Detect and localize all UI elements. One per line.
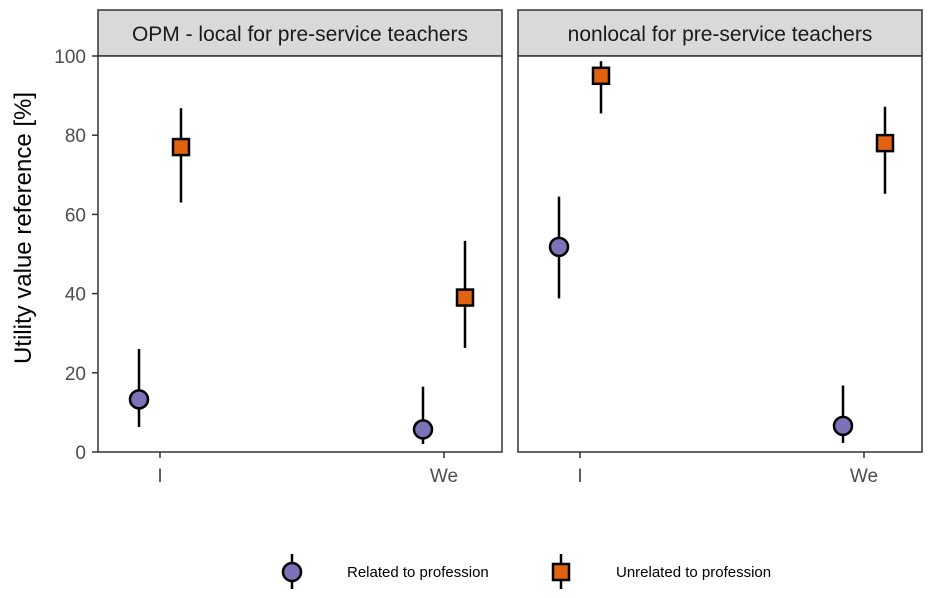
y-tick-label: 60 xyxy=(65,205,86,226)
panel-plot-area xyxy=(97,55,503,453)
x-tick-label: We xyxy=(430,466,458,487)
legend-key-square xyxy=(551,562,571,582)
legend-key-circle xyxy=(281,561,303,583)
y-axis-ticks: 0 20 40 60 80 100 xyxy=(54,47,98,464)
panel-marks xyxy=(548,61,895,443)
data-point-square xyxy=(591,66,611,86)
x-axis: I We xyxy=(157,452,458,487)
y-tick-label: 0 xyxy=(75,443,86,464)
y-tick-label: 80 xyxy=(65,126,86,147)
y-axis-title: Utility value reference [%] xyxy=(10,92,37,364)
x-tick-label: I xyxy=(577,466,582,487)
y-tick-label: 100 xyxy=(54,47,86,68)
y-tick-label: 40 xyxy=(65,285,86,306)
legend: Related to profession Unrelated to profe… xyxy=(281,554,771,589)
data-point-square xyxy=(171,137,191,157)
panel-strip-label: nonlocal for pre-service teachers xyxy=(568,23,873,46)
legend-item-related: Related to profession xyxy=(281,554,489,589)
y-tick-label: 20 xyxy=(65,364,86,385)
panel-strip xyxy=(517,9,923,57)
data-point-circle xyxy=(832,415,854,437)
panel-marks xyxy=(128,108,475,445)
legend-label-related: Related to profession xyxy=(347,564,489,581)
x-tick-label: We xyxy=(850,466,878,487)
legend-label-unrelated: Unrelated to profession xyxy=(616,564,771,581)
legend-item-unrelated: Unrelated to profession xyxy=(551,554,771,589)
data-point-circle xyxy=(128,389,150,410)
data-point-circle xyxy=(412,419,434,440)
panel-nonlocal: nonlocal for pre-service teachers I We xyxy=(517,9,923,487)
panel-strip-label: OPM - local for pre-service teachers xyxy=(132,23,468,46)
x-axis: I We xyxy=(577,452,878,487)
data-point-circle xyxy=(548,236,570,258)
panel-plot-area xyxy=(517,55,923,453)
x-tick-label: I xyxy=(157,466,162,487)
panel-opm-local: OPM - local for pre-service teachers I We xyxy=(97,9,503,487)
data-point-square xyxy=(455,288,475,307)
data-point-square xyxy=(875,133,895,153)
